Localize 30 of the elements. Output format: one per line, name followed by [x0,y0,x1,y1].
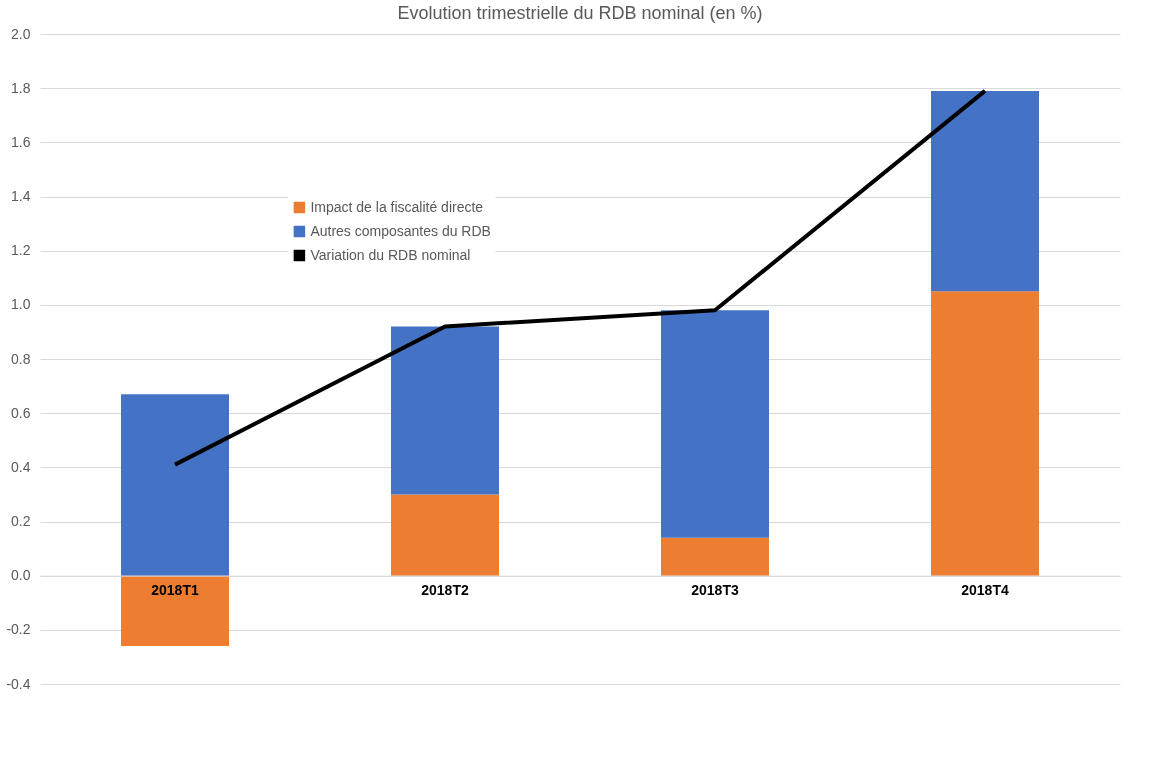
bar [661,310,769,538]
line-series [173,88,987,467]
x-tick-label: 2018T2 [421,582,469,599]
bar [931,90,1039,292]
bar [121,394,229,576]
bar [121,575,229,647]
bar [391,326,499,495]
bar [661,537,769,576]
bar [931,291,1039,576]
y-tick-label: 0.8 [11,350,31,367]
y-tick-label: 1.6 [11,133,31,150]
legend-label: Impact de la fiscalité directe [310,198,484,215]
legend-label: Variation du RDB nominal [310,246,471,263]
x-tick-label: 2018T1 [151,582,199,599]
chart-title: Evolution trimestrielle du RDB nominal (en %) [397,3,763,23]
y-tick-label: 2.0 [11,25,31,42]
y-tick-label: -0.2 [6,621,31,638]
y-tick-label: 1.0 [11,296,31,313]
y-tick-label: 1.8 [11,79,31,96]
x-tick-label: 2018T3 [691,582,739,599]
legend-label: Autres composantes du RDB [310,222,491,239]
y-tick-label: 0.6 [11,404,31,421]
y-tick-label: 1.2 [11,242,31,259]
y-tick-label: 0.4 [11,458,31,475]
x-tick-label: 2018T4 [961,582,1009,599]
y-tick-label: -0.4 [6,675,31,692]
bar [391,494,499,576]
y-tick-label: 0.2 [11,513,31,529]
y-tick-label: 0.0 [11,567,31,584]
y-tick-label: 1.4 [11,188,31,204]
